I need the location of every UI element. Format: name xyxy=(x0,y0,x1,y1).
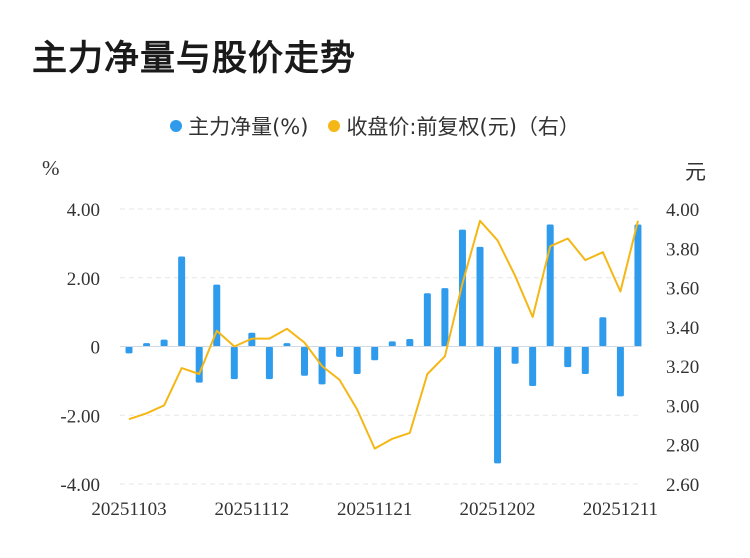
bar-3 xyxy=(178,256,186,347)
legend-label-net-volume: 主力净量(%) xyxy=(188,115,309,139)
right-axis-tick-label: 2.80 xyxy=(666,436,699,457)
right-axis-tick-label: 4.00 xyxy=(666,200,699,221)
bar-15 xyxy=(388,341,396,347)
left-axis-tick-label: -2.00 xyxy=(60,406,100,427)
left-axis-tick-label: 2.00 xyxy=(67,269,100,290)
bar-20 xyxy=(476,246,484,347)
bar-25 xyxy=(564,346,572,368)
bar-13 xyxy=(353,346,361,374)
bar-6 xyxy=(230,346,238,380)
bar-18 xyxy=(441,288,449,347)
bar-26 xyxy=(581,346,589,374)
left-axis-tick-label: -4.00 xyxy=(60,475,100,496)
left-axis-tick-label: 4.00 xyxy=(67,200,100,221)
legend: 主力净量(%) 收盘价:前复权(元)（右） xyxy=(0,111,750,141)
x-axis-tick-label: 20251202 xyxy=(460,499,536,520)
legend-item-net-volume[interactable]: 主力净量(%) xyxy=(170,111,308,141)
right-axis-tick-label: 3.40 xyxy=(666,318,699,339)
bar-12 xyxy=(336,346,344,357)
left-axis-tick-label: 0 xyxy=(91,338,101,359)
bar-8 xyxy=(265,346,273,380)
legend-dot-close-price xyxy=(328,120,341,132)
right-axis-tick-label: 2.60 xyxy=(666,475,699,496)
bar-1 xyxy=(143,343,151,347)
left-axis-unit: % xyxy=(42,156,60,180)
bar-10 xyxy=(301,346,308,376)
bar-21 xyxy=(494,346,502,464)
right-axis-tick-label: 3.20 xyxy=(666,357,699,378)
bar-2 xyxy=(160,339,168,347)
bar-16 xyxy=(406,338,414,347)
bar-4 xyxy=(195,346,203,383)
bar-23 xyxy=(529,346,537,387)
x-axis-tick-label: 20251211 xyxy=(583,499,658,520)
bar-17 xyxy=(423,293,431,347)
bar-24 xyxy=(546,224,554,347)
bar-28 xyxy=(616,346,624,397)
right-axis-tick-label: 3.80 xyxy=(666,239,699,260)
right-axis-tick-label: 3.60 xyxy=(666,279,699,300)
right-axis-unit: 元 xyxy=(685,160,706,184)
bar-22 xyxy=(511,346,519,364)
right-axis-tick-label: 3.00 xyxy=(666,396,699,417)
bar-14 xyxy=(371,346,379,361)
bar-27 xyxy=(599,317,607,347)
bar-0 xyxy=(125,346,133,354)
bar-9 xyxy=(283,343,291,347)
price-line xyxy=(128,219,639,450)
legend-item-close-price[interactable]: 收盘价:前复权(元)（右） xyxy=(328,111,580,141)
x-axis-tick-label: 20251112 xyxy=(215,499,290,520)
chart-title: 主力净量与股价走势 xyxy=(32,39,357,79)
x-axis-tick-label: 20251103 xyxy=(91,499,166,520)
legend-label-close-price: 收盘价:前复权(元)（右） xyxy=(346,115,580,139)
legend-dot-net-volume xyxy=(170,120,183,132)
bar-29 xyxy=(634,224,642,347)
bar-19 xyxy=(458,229,466,347)
x-axis-tick-label: 20251121 xyxy=(337,499,412,520)
